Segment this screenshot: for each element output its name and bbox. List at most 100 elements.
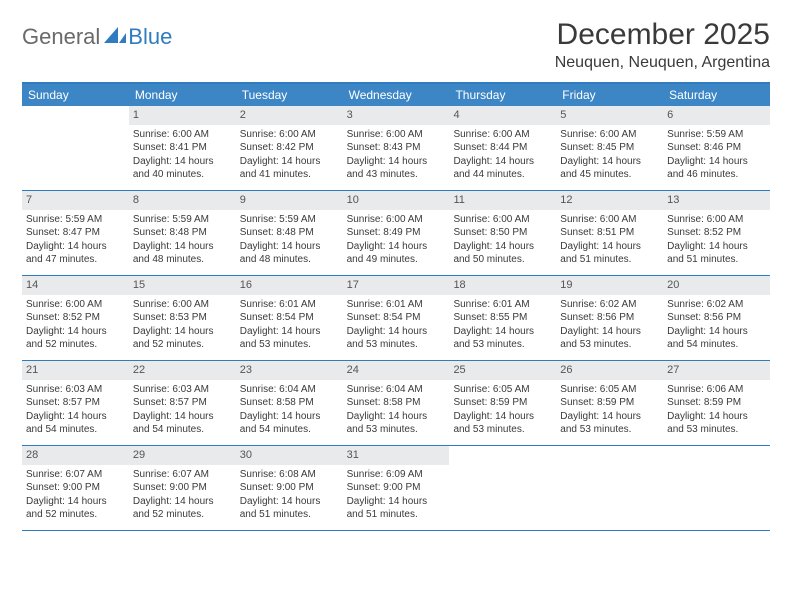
day-cell: 17Sunrise: 6:01 AMSunset: 8:54 PMDayligh…	[343, 276, 450, 360]
day-sunrise: Sunrise: 6:04 AM	[347, 383, 446, 397]
day-daylight1: Daylight: 14 hours	[560, 325, 659, 339]
day-daylight2: and 53 minutes.	[347, 423, 446, 437]
day-cell: 15Sunrise: 6:00 AMSunset: 8:53 PMDayligh…	[129, 276, 236, 360]
day-daylight1: Daylight: 14 hours	[453, 325, 552, 339]
day-daylight1: Daylight: 14 hours	[347, 240, 446, 254]
day-sunrise: Sunrise: 6:09 AM	[347, 468, 446, 482]
day-cell: 10Sunrise: 6:00 AMSunset: 8:49 PMDayligh…	[343, 191, 450, 275]
day-sunrise: Sunrise: 6:02 AM	[560, 298, 659, 312]
day-number: 11	[449, 191, 556, 210]
brand-text-1: General	[22, 24, 100, 50]
day-cell: 14Sunrise: 6:00 AMSunset: 8:52 PMDayligh…	[22, 276, 129, 360]
weekday-header: Sunday	[22, 84, 129, 106]
day-daylight2: and 50 minutes.	[453, 253, 552, 267]
day-sunset: Sunset: 8:48 PM	[240, 226, 339, 240]
day-number: 10	[343, 191, 450, 210]
week-row: 21Sunrise: 6:03 AMSunset: 8:57 PMDayligh…	[22, 361, 770, 446]
day-cell: .	[663, 446, 770, 530]
day-cell: 9 Sunrise: 5:59 AMSunset: 8:48 PMDaylight…	[236, 191, 343, 275]
day-number: 2	[236, 106, 343, 125]
weekday-header-row: SundayMondayTuesdayWednesdayThursdayFrid…	[22, 84, 770, 106]
day-sunrise: Sunrise: 6:01 AM	[347, 298, 446, 312]
week-row: 7Sunrise: 5:59 AMSunset: 8:47 PMDaylight…	[22, 191, 770, 276]
day-daylight2: and 51 minutes.	[667, 253, 766, 267]
day-sunset: Sunset: 8:53 PM	[133, 311, 232, 325]
day-daylight1: Daylight: 14 hours	[667, 325, 766, 339]
day-cell: 16Sunrise: 6:01 AMSunset: 8:54 PMDayligh…	[236, 276, 343, 360]
day-daylight2: and 49 minutes.	[347, 253, 446, 267]
day-number: 18	[449, 276, 556, 295]
day-sunset: Sunset: 8:59 PM	[560, 396, 659, 410]
day-sunset: Sunset: 8:55 PM	[453, 311, 552, 325]
day-number: 27	[663, 361, 770, 380]
day-sunset: Sunset: 9:00 PM	[26, 481, 125, 495]
day-daylight1: Daylight: 14 hours	[240, 410, 339, 424]
day-daylight2: and 45 minutes.	[560, 168, 659, 182]
day-sunrise: Sunrise: 5:59 AM	[667, 128, 766, 142]
day-number: 5	[556, 106, 663, 125]
day-cell: 5Sunrise: 6:00 AMSunset: 8:45 PMDaylight…	[556, 106, 663, 190]
day-sunset: Sunset: 8:44 PM	[453, 141, 552, 155]
day-daylight1: Daylight: 14 hours	[26, 240, 125, 254]
location-label: Neuquen, Neuquen, Argentina	[555, 54, 770, 72]
day-sunset: Sunset: 8:52 PM	[26, 311, 125, 325]
day-daylight2: and 53 minutes.	[560, 338, 659, 352]
day-cell: 22Sunrise: 6:03 AMSunset: 8:57 PMDayligh…	[129, 361, 236, 445]
day-cell: 25Sunrise: 6:05 AMSunset: 8:59 PMDayligh…	[449, 361, 556, 445]
day-sunrise: Sunrise: 6:00 AM	[560, 128, 659, 142]
day-daylight1: Daylight: 14 hours	[347, 495, 446, 509]
day-daylight1: Daylight: 14 hours	[133, 495, 232, 509]
day-number: 19	[556, 276, 663, 295]
brand-text-2: Blue	[128, 24, 172, 50]
brand-logo: General Blue	[22, 18, 172, 50]
weekday-header: Friday	[556, 84, 663, 106]
day-sunset: Sunset: 9:00 PM	[240, 481, 339, 495]
day-daylight2: and 53 minutes.	[560, 423, 659, 437]
day-daylight2: and 48 minutes.	[240, 253, 339, 267]
page-title: December 2025	[555, 18, 770, 52]
day-sunrise: Sunrise: 5:59 AM	[240, 213, 339, 227]
day-daylight1: Daylight: 14 hours	[26, 325, 125, 339]
day-daylight1: Daylight: 14 hours	[453, 410, 552, 424]
day-sunset: Sunset: 8:46 PM	[667, 141, 766, 155]
weekday-header: Saturday	[663, 84, 770, 106]
weekday-header: Tuesday	[236, 84, 343, 106]
calendar: SundayMondayTuesdayWednesdayThursdayFrid…	[22, 82, 770, 531]
day-cell: 23Sunrise: 6:04 AMSunset: 8:58 PMDayligh…	[236, 361, 343, 445]
day-daylight1: Daylight: 14 hours	[133, 155, 232, 169]
day-number: 26	[556, 361, 663, 380]
day-cell: 7Sunrise: 5:59 AMSunset: 8:47 PMDaylight…	[22, 191, 129, 275]
day-daylight1: Daylight: 14 hours	[240, 240, 339, 254]
day-number: 12	[556, 191, 663, 210]
day-daylight2: and 54 minutes.	[667, 338, 766, 352]
day-number: 15	[129, 276, 236, 295]
day-sunset: Sunset: 8:43 PM	[347, 141, 446, 155]
day-daylight1: Daylight: 14 hours	[453, 155, 552, 169]
day-sunrise: Sunrise: 6:01 AM	[240, 298, 339, 312]
day-sunset: Sunset: 8:59 PM	[453, 396, 552, 410]
day-sunset: Sunset: 9:00 PM	[347, 481, 446, 495]
day-daylight1: Daylight: 14 hours	[240, 325, 339, 339]
day-cell: 12Sunrise: 6:00 AMSunset: 8:51 PMDayligh…	[556, 191, 663, 275]
day-daylight2: and 52 minutes.	[133, 508, 232, 522]
day-cell: 1Sunrise: 6:00 AMSunset: 8:41 PMDaylight…	[129, 106, 236, 190]
day-daylight2: and 53 minutes.	[667, 423, 766, 437]
day-number: 9	[236, 191, 343, 210]
day-sunset: Sunset: 8:57 PM	[26, 396, 125, 410]
day-cell: .	[22, 106, 129, 190]
day-number: 20	[663, 276, 770, 295]
day-daylight2: and 54 minutes.	[26, 423, 125, 437]
day-daylight2: and 52 minutes.	[26, 508, 125, 522]
day-daylight2: and 53 minutes.	[240, 338, 339, 352]
day-cell: 2Sunrise: 6:00 AMSunset: 8:42 PMDaylight…	[236, 106, 343, 190]
day-sunrise: Sunrise: 6:05 AM	[560, 383, 659, 397]
day-cell: 6Sunrise: 5:59 AMSunset: 8:46 PMDaylight…	[663, 106, 770, 190]
day-daylight2: and 54 minutes.	[240, 423, 339, 437]
day-sunset: Sunset: 8:50 PM	[453, 226, 552, 240]
day-cell: .	[449, 446, 556, 530]
day-sunrise: Sunrise: 6:07 AM	[26, 468, 125, 482]
day-daylight2: and 53 minutes.	[453, 423, 552, 437]
day-daylight1: Daylight: 14 hours	[560, 155, 659, 169]
day-daylight2: and 43 minutes.	[347, 168, 446, 182]
day-sunrise: Sunrise: 6:03 AM	[133, 383, 232, 397]
